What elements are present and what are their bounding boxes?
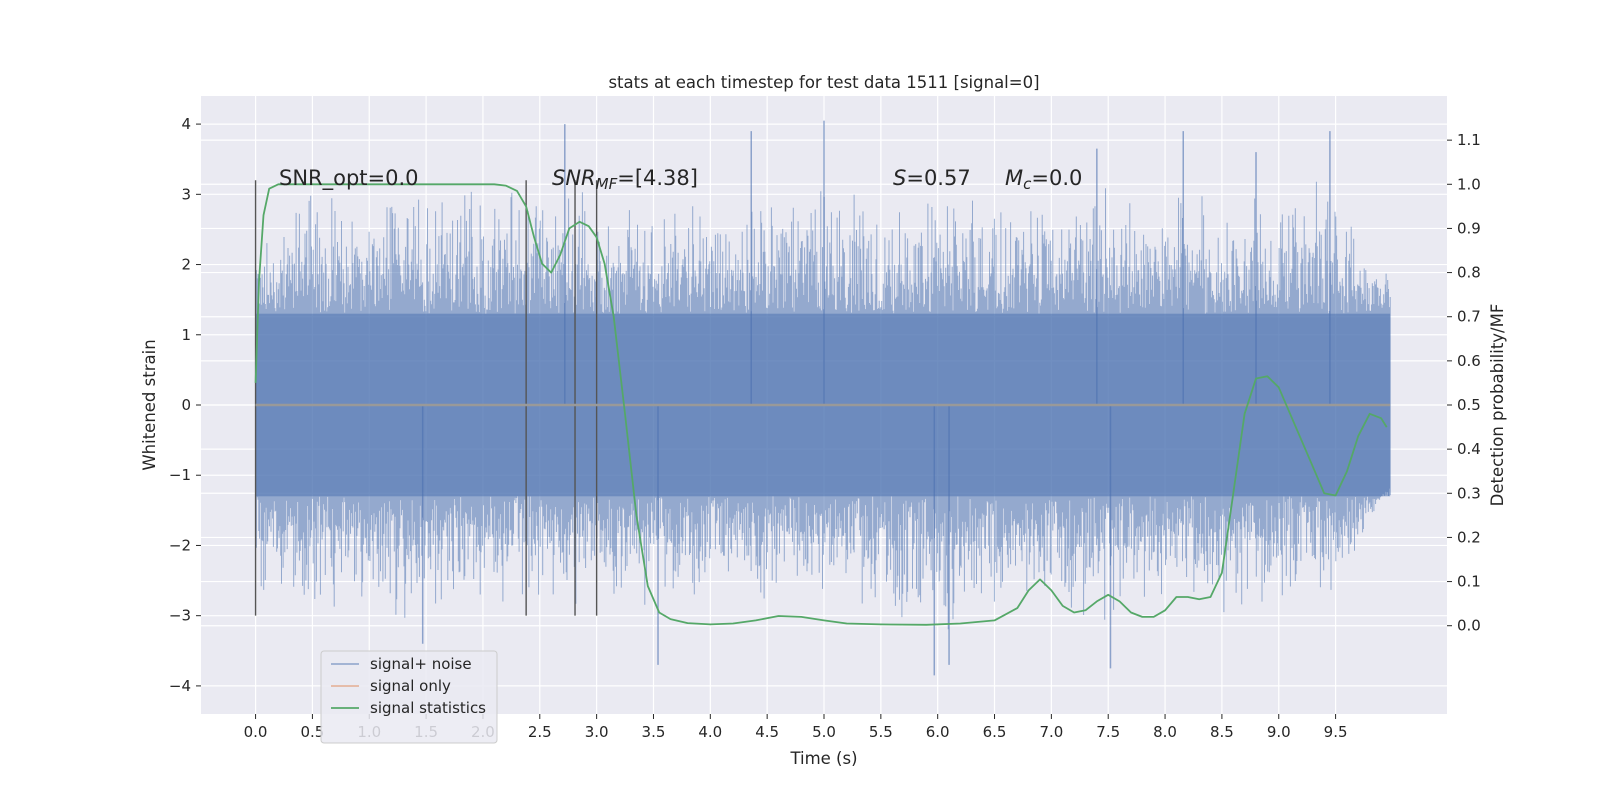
annotation-mc: Mc=0.0: [1005, 166, 1082, 193]
legend-label-signal-statistics: signal statistics: [370, 699, 486, 717]
legend: signal+ noise signal only signal statist…: [320, 650, 498, 744]
y-axis-label: Whitened strain: [140, 339, 159, 470]
y-axis-label-right: Detection probability/MF: [1488, 304, 1507, 507]
y-tick-label: −1: [169, 466, 191, 484]
y-right-tick-label: 0.7: [1457, 308, 1481, 326]
y-tick-label: 3: [181, 185, 191, 203]
x-tick-label: 7.0: [1039, 723, 1063, 741]
y-tick-label: −4: [169, 677, 191, 695]
signal-statistics-line: [254, 183, 1388, 626]
y-right-tick-label: 0.3: [1457, 484, 1481, 502]
annotation-mc-value: =0.0: [1031, 166, 1082, 190]
x-tick-label: 5.5: [869, 723, 893, 741]
x-tick-label: 4.5: [755, 723, 779, 741]
legend-label-signal-only: signal only: [370, 677, 451, 695]
x-tick-label: 5.0: [812, 723, 836, 741]
x-tick-label: 2.5: [528, 723, 552, 741]
y-right-tick-label: 0.4: [1457, 440, 1481, 458]
y-tick-label: −2: [169, 536, 191, 554]
signal-statistics-series: [254, 183, 1388, 626]
y-tick-label: 1: [181, 326, 191, 344]
annotation-s-var: S: [893, 166, 906, 190]
y-right-tick-label: 0.5: [1457, 396, 1481, 414]
y-right-tick-label: 0.8: [1457, 264, 1481, 282]
x-tick-label: 0.0: [244, 723, 268, 741]
annotation-s: S=0.57: [893, 166, 971, 190]
x-tick-label: 9.0: [1267, 723, 1291, 741]
annotation-snr-mf-base: SNR: [552, 166, 596, 190]
y-right-tick-label: 0.1: [1457, 573, 1481, 591]
x-tick-label: 6.0: [926, 723, 950, 741]
y-tick-label: 4: [181, 115, 191, 133]
annotation-snr-mf-value: =[4.38]: [617, 166, 698, 190]
legend-label-signal-noise: signal+ noise: [370, 655, 472, 673]
y-right-tick-label: 0.6: [1457, 352, 1481, 370]
x-tick-label: 3.0: [585, 723, 609, 741]
y-right-tick-label: 1.0: [1457, 175, 1481, 193]
vertical-marker-lines: [254, 180, 598, 616]
x-tick-label: 6.5: [983, 723, 1007, 741]
y-right-tick-label: 0.2: [1457, 528, 1481, 546]
x-tick-label: 8.0: [1153, 723, 1177, 741]
annotation-mc-sub: c: [1023, 175, 1032, 193]
x-axis-label: Time (s): [789, 749, 857, 768]
x-tick-label: 0.5: [300, 723, 324, 741]
y-right-tick-label: 0.9: [1457, 219, 1481, 237]
y-right-tick-label: 1.1: [1457, 131, 1481, 149]
legend-box: [320, 650, 498, 744]
annotation-snr-mf: SNRMF=[4.38]: [552, 166, 698, 193]
x-tick-label: 4.0: [698, 723, 722, 741]
annotation-s-value: =0.57: [906, 166, 970, 190]
annotation-mc-var: M: [1005, 166, 1023, 190]
annotation-snr-mf-sub: MF: [596, 175, 618, 193]
x-tick-label: 3.5: [642, 723, 666, 741]
y-tick-label: 2: [181, 256, 191, 274]
y-tick-label: 0: [181, 396, 191, 414]
annotation-snr-opt: SNR_opt=0.0: [279, 166, 419, 191]
x-tick-label: 9.5: [1324, 723, 1348, 741]
x-tick-label: 8.5: [1210, 723, 1234, 741]
chart-title: stats at each timestep for test data 151…: [608, 73, 1039, 92]
y-tick-label: −3: [169, 607, 191, 625]
x-tick-label: 7.5: [1096, 723, 1120, 741]
y-right-tick-label: 0.0: [1457, 617, 1481, 635]
